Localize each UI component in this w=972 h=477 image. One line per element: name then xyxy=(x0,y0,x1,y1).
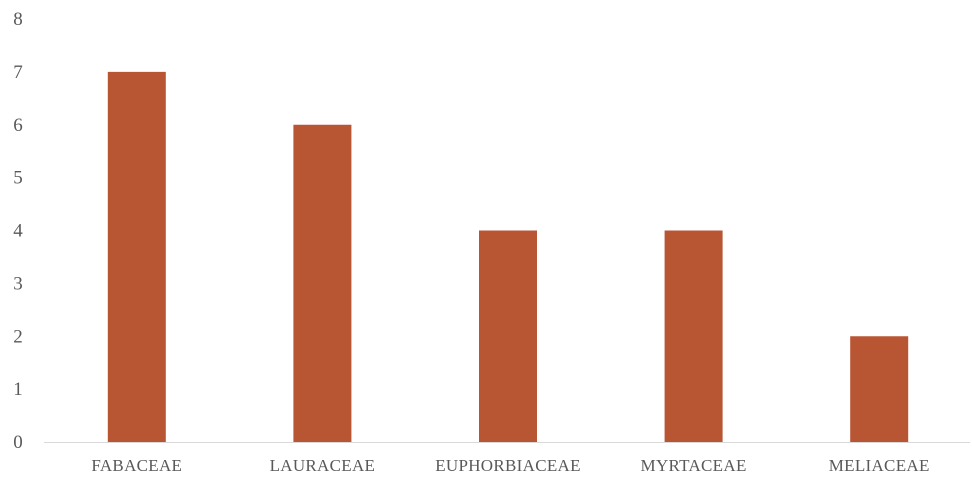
y-tick-label: 1 xyxy=(13,379,23,400)
x-axis-labels: FABACEAE LAURACEAE EUPHORBIACEAE MYRTACEAE M… xyxy=(91,456,929,475)
bar-myrtaceae xyxy=(664,230,723,442)
x-tick-label: LAURACEAE xyxy=(270,456,376,475)
bar-euphorbiaceae xyxy=(479,230,537,442)
y-tick-label: 0 xyxy=(13,432,23,453)
y-tick-label: 7 xyxy=(13,62,23,83)
bar-fabaceae xyxy=(107,71,166,442)
y-axis-ticks: 0 1 2 3 4 5 6 7 8 xyxy=(13,9,23,453)
bar-lauraceae xyxy=(293,124,352,442)
y-tick-label: 3 xyxy=(13,273,23,294)
y-tick-label: 6 xyxy=(13,115,23,136)
x-tick-label: FABACEAE xyxy=(91,456,182,475)
y-tick-label: 4 xyxy=(13,221,23,242)
y-tick-label: 5 xyxy=(13,168,23,189)
x-tick-label: EUPHORBIACEAE xyxy=(435,456,581,475)
y-tick-label: 8 xyxy=(13,9,23,30)
y-tick-label: 2 xyxy=(13,326,23,347)
bar-meliaceae xyxy=(850,336,909,442)
bar-series xyxy=(107,71,909,442)
x-tick-label: MYRTACEAE xyxy=(641,456,747,475)
x-tick-label: MELIACEAE xyxy=(829,456,930,475)
